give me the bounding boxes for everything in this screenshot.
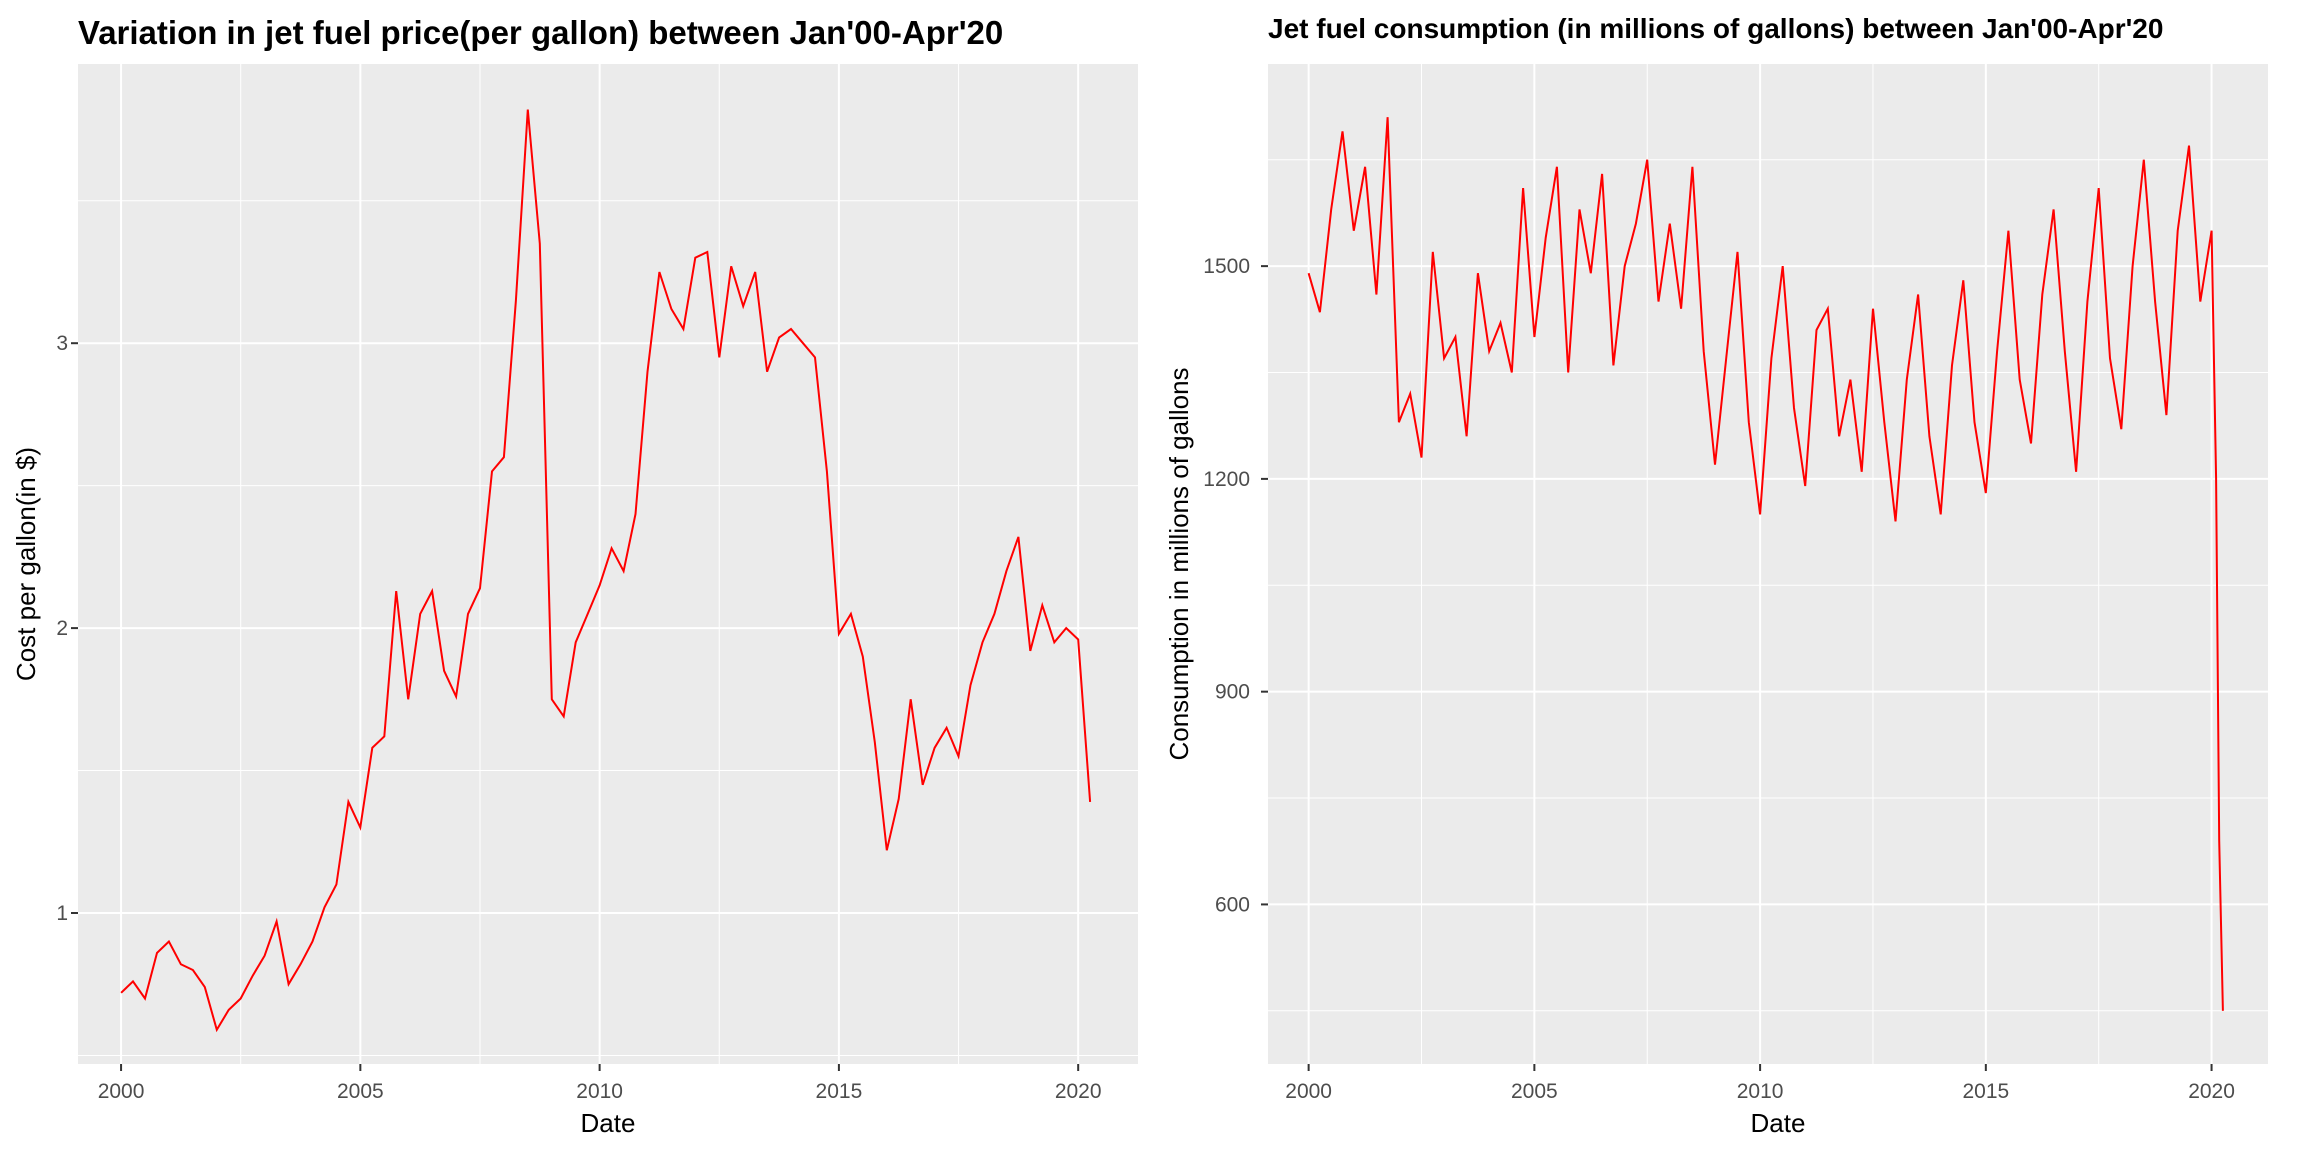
price-x-ticks: 2000 2005 2010 2015 2020 xyxy=(98,1064,1102,1103)
price-plot-panel xyxy=(78,64,1138,1064)
price-y-tick-label: 3 xyxy=(56,332,68,355)
consumption-y-tick-label: 1500 xyxy=(1203,255,1250,278)
consumption-series-line xyxy=(1307,117,2224,1011)
consumption-y-tick-label: 600 xyxy=(1215,893,1250,916)
consumption-y-axis-title: Consumption in millions of gallons xyxy=(1164,367,1194,760)
price-x-tick-label: 2010 xyxy=(576,1080,623,1103)
price-y-axis-title: Cost per gallon(in $) xyxy=(11,447,41,681)
price-x-tick-label: 2020 xyxy=(1055,1080,1102,1103)
consumption-y-tick-label: 900 xyxy=(1215,681,1250,704)
price-x-tick-label: 2015 xyxy=(816,1080,863,1103)
consumption-x-tick-label: 2005 xyxy=(1511,1080,1558,1103)
price-chart-title: Variation in jet fuel price(per gallon) … xyxy=(78,14,1003,51)
price-x-axis-title: Date xyxy=(581,1108,636,1138)
consumption-x-tick-label: 2015 xyxy=(1962,1080,2009,1103)
consumption-x-tick-label: 2000 xyxy=(1285,1080,1332,1103)
price-minor-gridlines xyxy=(78,64,1138,1064)
consumption-chart-panel: Jet fuel consumption (in millions of gal… xyxy=(1164,13,2268,1138)
price-chart-panel: Variation in jet fuel price(per gallon) … xyxy=(11,14,1138,1138)
price-major-gridlines xyxy=(78,64,1138,1064)
consumption-plot-panel xyxy=(1268,64,2268,1064)
price-y-tick-label: 2 xyxy=(56,617,68,640)
price-x-tick-label: 2005 xyxy=(337,1080,384,1103)
consumption-y-ticks: 600 900 1200 1500 xyxy=(1203,255,1268,916)
consumption-x-tick-label: 2020 xyxy=(2188,1080,2235,1103)
price-x-tick-label: 2000 xyxy=(98,1080,145,1103)
consumption-minor-gridlines xyxy=(1268,64,2268,1064)
price-series-line xyxy=(120,109,1092,1033)
price-y-tick-label: 1 xyxy=(56,902,68,925)
price-y-ticks: 1 2 3 xyxy=(56,332,78,925)
consumption-chart-title: Jet fuel consumption (in millions of gal… xyxy=(1268,13,2163,44)
consumption-x-axis-title: Date xyxy=(1751,1108,1806,1138)
consumption-x-ticks: 2000 2005 2010 2015 2020 xyxy=(1285,1064,2235,1103)
consumption-y-tick-label: 1200 xyxy=(1203,468,1250,491)
consumption-x-tick-label: 2010 xyxy=(1737,1080,1784,1103)
